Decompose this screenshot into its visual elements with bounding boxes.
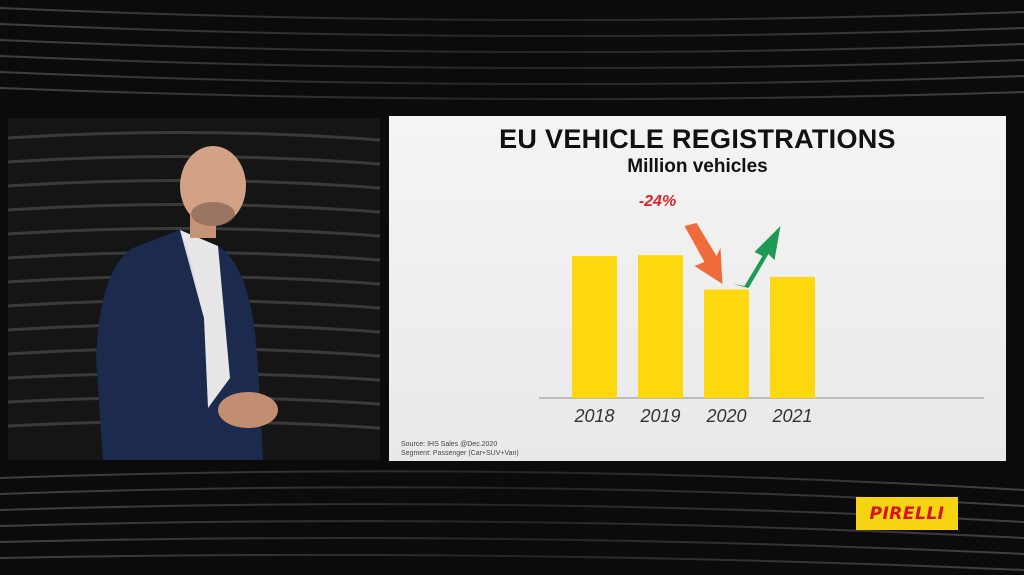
chart-subtitle: Million vehicles [627, 156, 768, 177]
chart-title: EU VEHICLE REGISTRATIONS [499, 124, 896, 154]
bar-2020 [704, 289, 749, 398]
change-label: -24% [639, 193, 676, 210]
bar-2019 [638, 255, 683, 398]
presenter-video [8, 118, 380, 460]
source-note: Source: IHS Sales @Dec.2020 Segment: Pas… [401, 440, 519, 458]
bar-chart: 2018 2019 2020 2021 -24% [539, 193, 984, 426]
segment-line: Segment: Passenger (Car+SUV+Van) [401, 450, 519, 457]
bar-2018 [572, 256, 617, 398]
bar-2021 [770, 276, 815, 398]
presenter-figure [8, 130, 380, 460]
up-arrow-icon [732, 226, 781, 288]
source-line: Source: IHS Sales @Dec.2020 [401, 441, 498, 448]
x-tick-label: 2019 [639, 406, 680, 426]
x-tick-label: 2018 [573, 406, 614, 426]
chart-slide: EU VEHICLE REGISTRATIONS Million vehicle… [389, 116, 1006, 461]
x-tick-label: 2021 [771, 406, 812, 426]
pirelli-logo: PIRELLI [856, 497, 958, 530]
logo-text: PIRELLI [869, 503, 945, 524]
down-arrow-icon [684, 223, 723, 284]
x-tick-label: 2020 [705, 406, 746, 426]
